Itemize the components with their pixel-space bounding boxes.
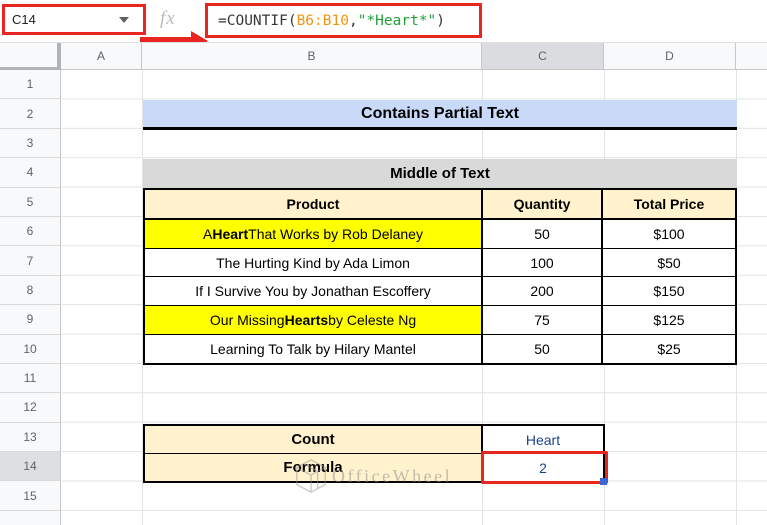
red-annotation-box-c14 bbox=[481, 451, 608, 484]
watermark-text: OfficeWheel bbox=[332, 465, 453, 486]
table-row: Learning To Talk by Hilary Mantel 50 $25 bbox=[145, 335, 735, 363]
table-row: A Heart That Works by Rob Delaney 50 $10… bbox=[145, 219, 735, 249]
formula-label-cell[interactable]: Formula bbox=[145, 454, 483, 481]
quantity-cell[interactable]: 75 bbox=[483, 306, 603, 335]
row-header-12[interactable]: 12 bbox=[0, 393, 60, 423]
product-cell[interactable]: Learning To Talk by Hilary Mantel bbox=[145, 335, 483, 363]
row-header-14[interactable]: 14 bbox=[0, 452, 60, 482]
red-annotation-arrow bbox=[140, 37, 192, 46]
count-header-row: Count Heart bbox=[145, 426, 603, 454]
column-header-d[interactable]: D bbox=[604, 43, 736, 69]
row-header-5[interactable]: 5 bbox=[0, 188, 60, 217]
table-row: The Hurting Kind by Ada Limon 100 $50 bbox=[145, 248, 735, 278]
chevron-down-icon[interactable] bbox=[119, 16, 129, 23]
formula-result-cell[interactable]: 2 bbox=[539, 459, 547, 476]
product-text: Learning To Talk by Hilary Mantel bbox=[210, 341, 416, 358]
column-header-a[interactable]: A bbox=[61, 43, 142, 69]
name-box-cell-reference: C14 bbox=[12, 12, 36, 27]
formula-range: B6:B10 bbox=[296, 12, 349, 29]
product-text-bold: Hearts bbox=[284, 312, 329, 329]
row-header-8[interactable]: 8 bbox=[0, 276, 60, 306]
formula-criteria: "*Heart*" bbox=[357, 12, 437, 29]
column-headers: A B C D bbox=[0, 42, 767, 71]
product-cell[interactable]: If I Survive You by Jonathan Escoffery bbox=[145, 277, 483, 306]
row-header-4[interactable]: 4 bbox=[0, 158, 60, 188]
table-row: If I Survive You by Jonathan Escoffery 2… bbox=[145, 277, 735, 307]
row-header-6[interactable]: 6 bbox=[0, 217, 60, 247]
product-header-cell[interactable]: Product bbox=[145, 190, 483, 218]
quantity-cell[interactable]: 50 bbox=[483, 335, 603, 363]
row-header-15[interactable]: 15 bbox=[0, 481, 60, 511]
row-header-9[interactable]: 9 bbox=[0, 305, 60, 335]
quantity-cell[interactable]: 100 bbox=[483, 248, 603, 277]
price-cell[interactable]: $50 bbox=[657, 254, 681, 271]
price-cell[interactable]: $150 bbox=[653, 283, 685, 300]
product-text: That Works by Rob Delaney bbox=[248, 225, 423, 242]
count-criteria-cell[interactable]: Heart bbox=[525, 431, 561, 448]
product-text: A bbox=[203, 225, 213, 242]
quantity-cell[interactable]: 200 bbox=[483, 277, 603, 306]
name-box[interactable]: C14 bbox=[2, 4, 146, 35]
count-label-cell[interactable]: Count bbox=[145, 426, 483, 453]
row-header-1[interactable]: 1 bbox=[0, 70, 60, 100]
fx-icon: fx bbox=[160, 8, 176, 29]
cube-logo-icon bbox=[296, 459, 326, 493]
selection-fill-handle[interactable] bbox=[600, 478, 607, 485]
formula-bar[interactable]: =COUNTIF(B6:B10, "*Heart*") bbox=[205, 3, 482, 38]
formula-close-paren: ) bbox=[436, 12, 446, 29]
section-subtitle-cell[interactable]: Middle of Text bbox=[143, 159, 737, 188]
quantity-cell[interactable]: 50 bbox=[483, 219, 603, 248]
table-row: Our Missing Hearts by Celeste Ng 75 $125 bbox=[145, 306, 735, 336]
product-text: If I Survive You by Jonathan Escoffery bbox=[195, 283, 431, 300]
row-header-3[interactable]: 3 bbox=[0, 129, 60, 159]
column-header-c[interactable]: C bbox=[482, 43, 604, 69]
row-header-10[interactable]: 10 bbox=[0, 335, 60, 364]
price-cell[interactable]: $25 bbox=[657, 341, 681, 358]
column-header-b[interactable]: B bbox=[142, 43, 482, 69]
select-all-corner[interactable] bbox=[0, 43, 61, 71]
product-cell[interactable]: The Hurting Kind by Ada Limon bbox=[145, 248, 483, 277]
sheet-title-cell[interactable]: Contains Partial Text bbox=[143, 100, 737, 130]
product-cell[interactable]: Our Missing Hearts by Celeste Ng bbox=[145, 306, 483, 335]
row-header-2[interactable]: 2 bbox=[0, 99, 60, 129]
row-headers: 1 2 3 4 5 6 7 8 9 10 11 12 13 14 15 bbox=[0, 70, 61, 525]
gridline-col-b-left bbox=[142, 70, 143, 525]
price-cell[interactable]: $125 bbox=[653, 312, 685, 329]
formula-result-row: Formula 2 bbox=[145, 454, 603, 481]
quantity-header-cell[interactable]: Quantity bbox=[483, 190, 603, 218]
product-cell[interactable]: A Heart That Works by Rob Delaney bbox=[145, 219, 483, 248]
products-table-header-row: Product Quantity Total Price bbox=[145, 190, 735, 220]
formula-toolbar: C14 fx =COUNTIF(B6:B10, "*Heart*") bbox=[0, 0, 767, 51]
row-header-13[interactable]: 13 bbox=[0, 423, 60, 453]
product-text: Our Missing bbox=[209, 312, 285, 329]
formula-comma: , bbox=[348, 12, 358, 29]
row-header-11[interactable]: 11 bbox=[0, 364, 60, 394]
price-cell[interactable]: $100 bbox=[653, 225, 685, 242]
products-table: Product Quantity Total Price A Heart Tha… bbox=[143, 188, 737, 365]
product-text: by Celeste Ng bbox=[328, 312, 417, 329]
product-text: The Hurting Kind by Ada Limon bbox=[216, 254, 410, 271]
row-header-7[interactable]: 7 bbox=[0, 246, 60, 276]
officewheel-watermark: OfficeWheel bbox=[292, 457, 452, 495]
total-price-header-cell[interactable]: Total Price bbox=[633, 195, 705, 212]
column-header-e[interactable] bbox=[736, 43, 767, 69]
formula-function: =COUNTIF( bbox=[218, 12, 297, 29]
product-text-bold: Heart bbox=[212, 225, 249, 242]
